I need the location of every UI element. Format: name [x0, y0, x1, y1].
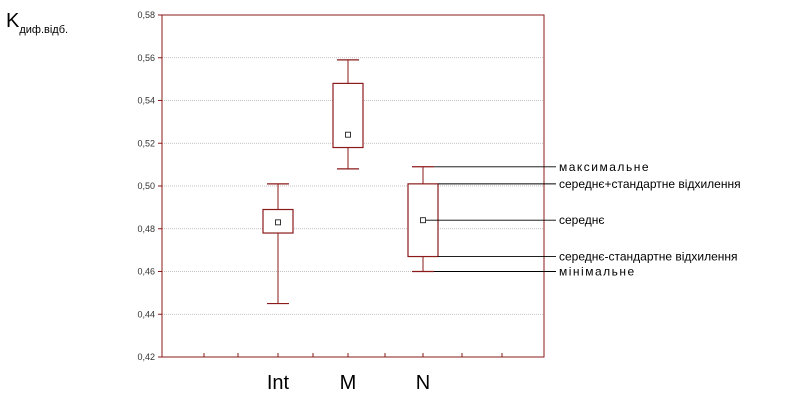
y-tick-label: 0,42 [137, 352, 155, 362]
box-series [262, 59, 439, 305]
x-category-label: N [416, 372, 430, 394]
mean-marker [275, 219, 281, 226]
y-axis-ticks: 0,42 0,44 0,46 0,48 0,50 0,52 0,54 0,56 0,58 [137, 10, 162, 362]
annotation-legend: максимальне середнє+стандартне відхилення… [426, 160, 741, 279]
y-tick-label: 0,48 [137, 224, 155, 234]
y-axis-label-main: K [6, 10, 20, 32]
mean-marker [345, 131, 351, 138]
box-m [332, 59, 364, 170]
x-axis-ticks: Int M N [267, 372, 430, 394]
y-tick-label: 0,52 [137, 138, 155, 148]
box-rect [332, 82, 364, 149]
y-tick-label: 0,50 [137, 181, 155, 191]
y-tick-label: 0,44 [137, 309, 155, 319]
annotation-label-max: максимальне [559, 160, 650, 174]
box-int [262, 183, 294, 305]
annotation-label-q_low: середнє-стандартне відхилення [559, 250, 738, 264]
y-axis-label: Kдиф.відб. [6, 10, 69, 36]
y-tick-label: 0,58 [137, 10, 155, 20]
x-category-label: M [340, 372, 357, 394]
y-tick-label: 0,46 [137, 267, 155, 277]
x-category-label: Int [267, 372, 290, 394]
y-tick-label: 0,54 [137, 96, 155, 106]
box-n [407, 166, 439, 273]
y-axis-label-subscript: диф.відб. [19, 24, 69, 36]
mean-marker [420, 217, 426, 224]
y-tick-label: 0,56 [137, 53, 155, 63]
annotation-label-mean: середнє [559, 213, 605, 227]
annotation-label-q_high: середнє+стандартне відхилення [559, 177, 741, 191]
annotation-label-min: мінімальне [559, 265, 636, 279]
